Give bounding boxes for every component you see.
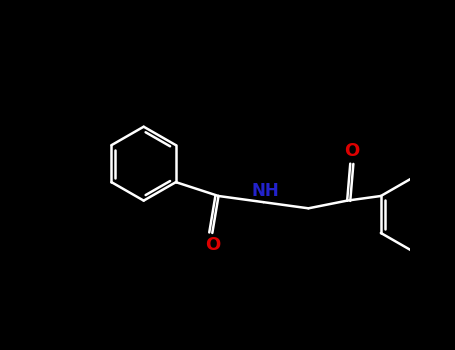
- Text: NH: NH: [251, 182, 279, 201]
- Text: O: O: [344, 142, 359, 160]
- Text: O: O: [205, 236, 220, 254]
